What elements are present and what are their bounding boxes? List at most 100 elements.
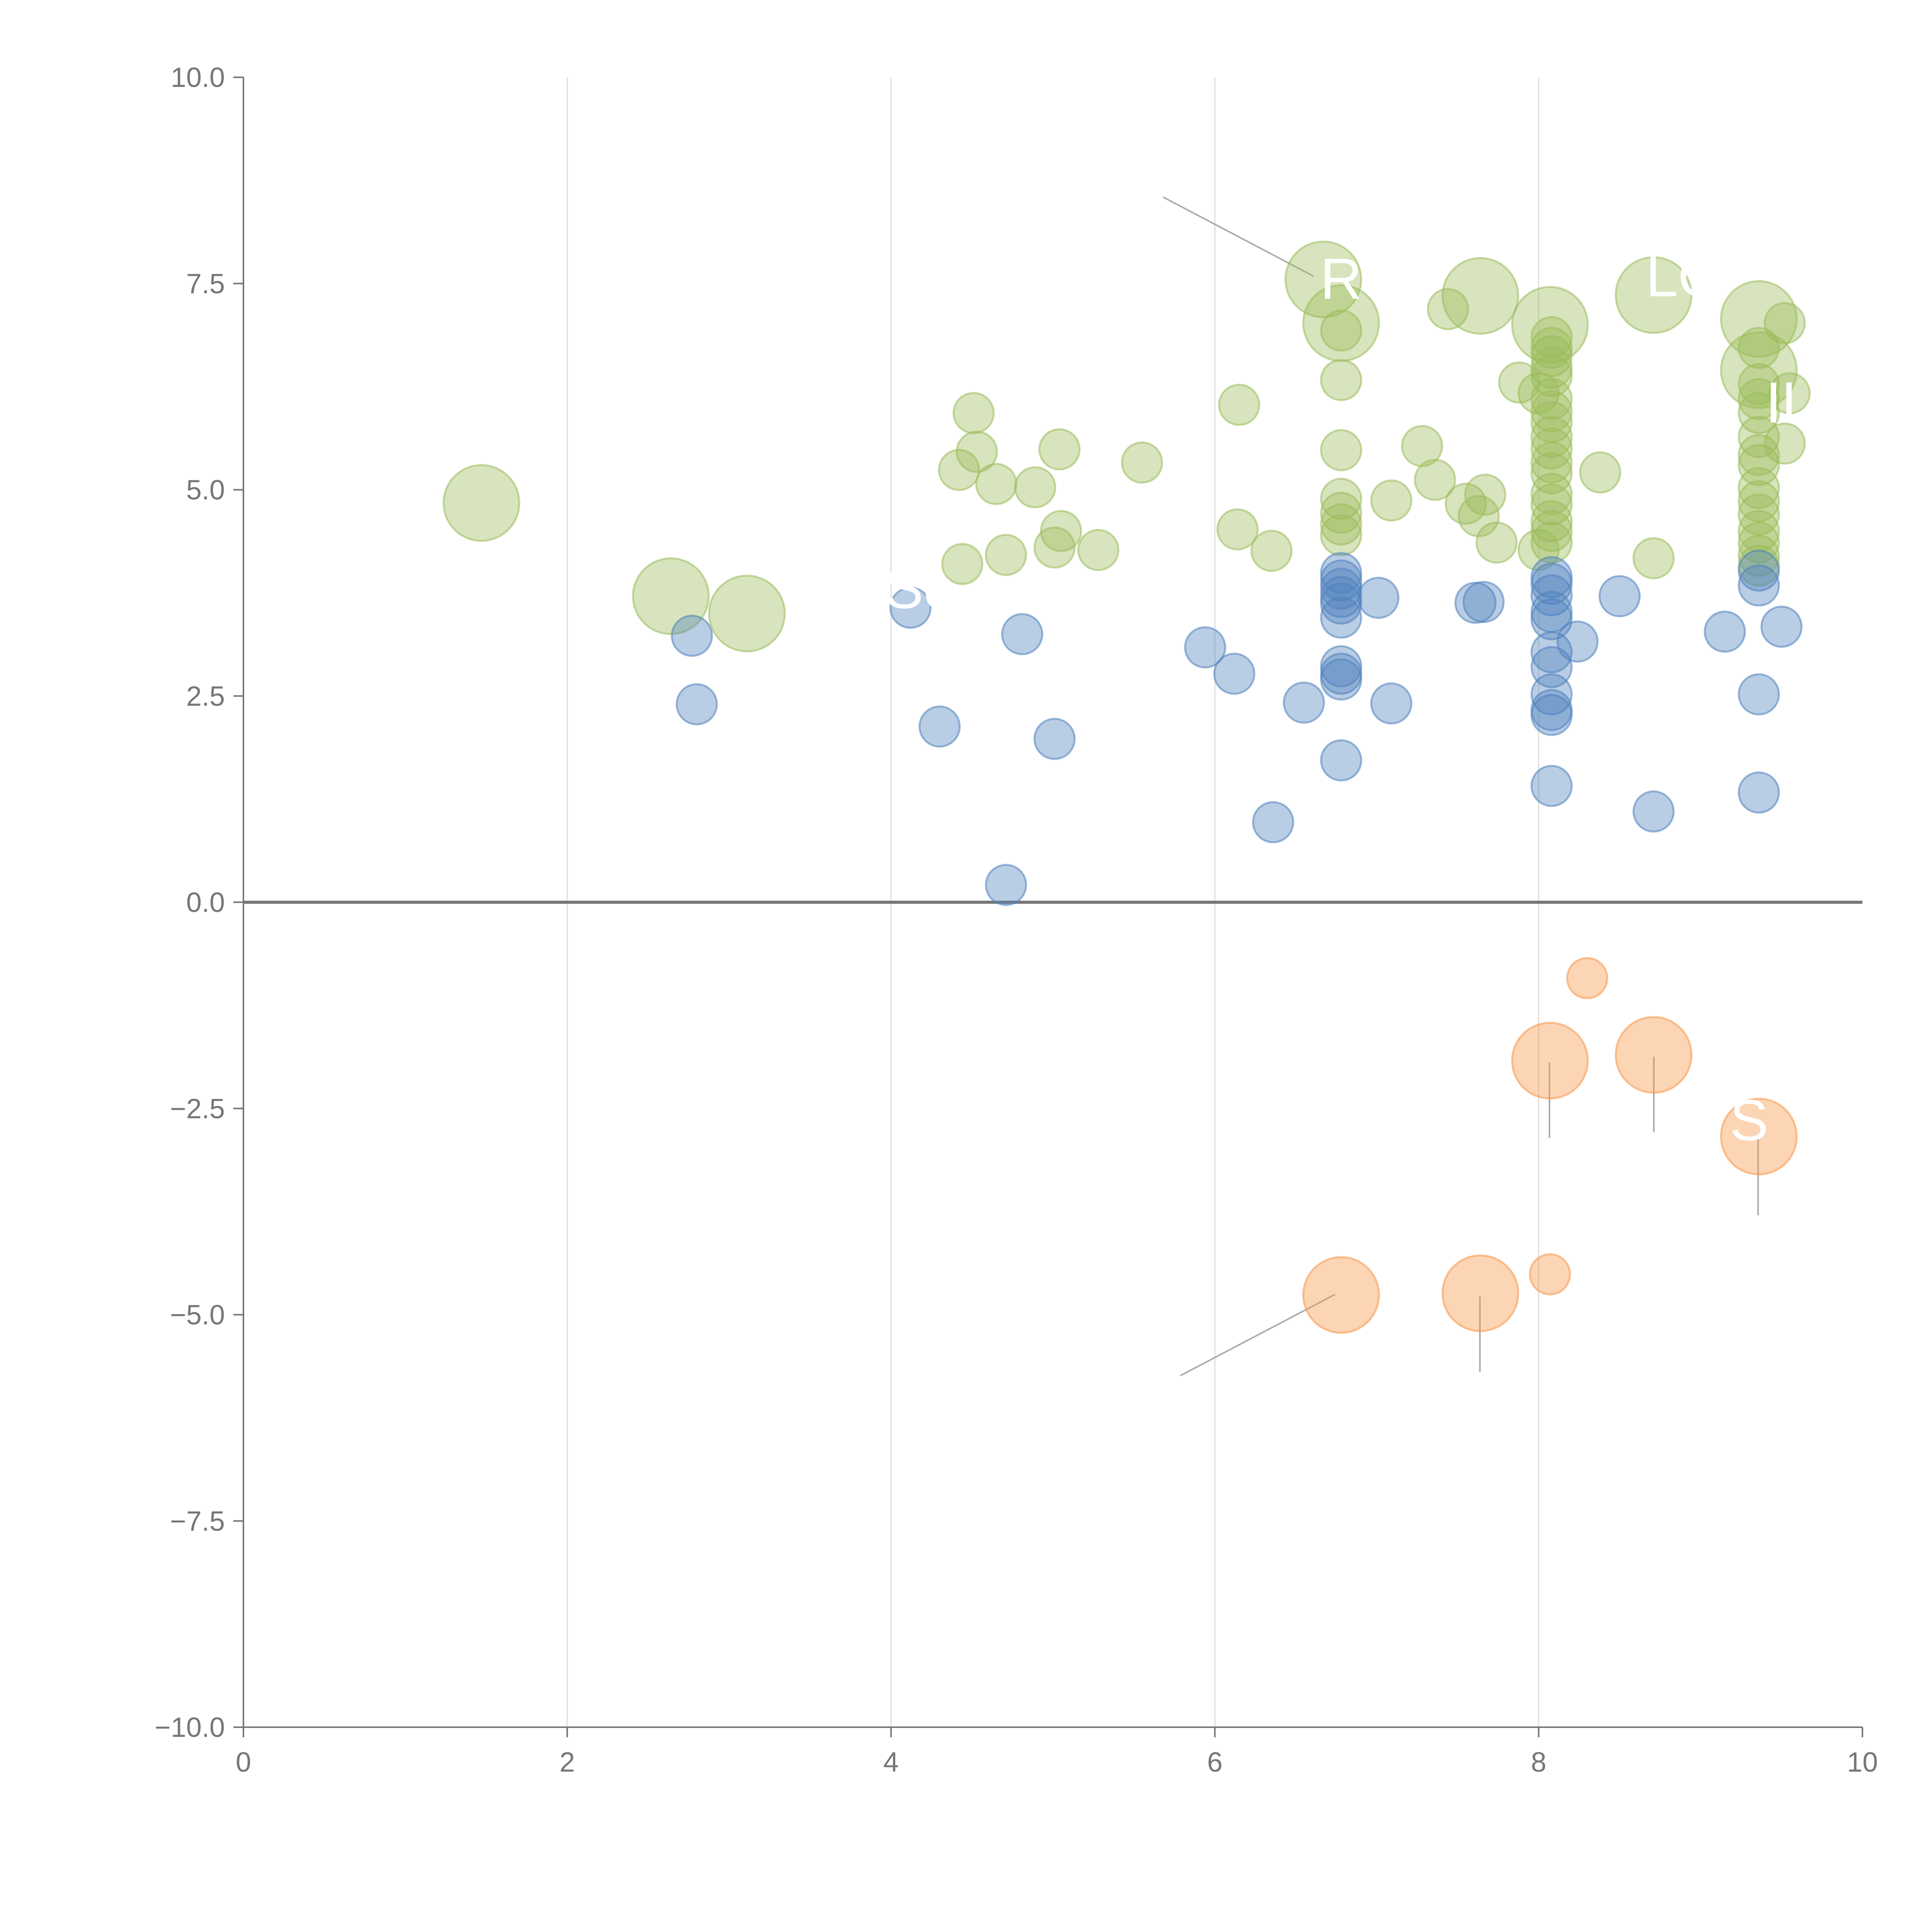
green-point xyxy=(1738,434,1780,476)
blue-point xyxy=(889,587,932,629)
blue-point xyxy=(1531,631,1573,673)
x-tick-label: 10 xyxy=(1847,1747,1878,1778)
green-point xyxy=(1218,384,1260,426)
blue-point xyxy=(985,864,1027,906)
green-point xyxy=(1284,240,1362,318)
annotation-label: LQ xyxy=(1646,244,1723,309)
annotation-label: IL xyxy=(1765,370,1814,435)
blue-point xyxy=(671,614,713,657)
green-point xyxy=(1250,529,1293,572)
green-point xyxy=(1764,302,1806,344)
blue-point xyxy=(1531,694,1573,736)
green-point xyxy=(1033,526,1076,569)
leader-line xyxy=(1180,1294,1335,1376)
green-point xyxy=(938,449,980,491)
y-tick-label: −10.0 xyxy=(155,1712,225,1743)
x-tick-label: 6 xyxy=(1207,1747,1223,1778)
orange-point xyxy=(1614,1016,1692,1094)
green-point xyxy=(985,534,1027,576)
leader-line xyxy=(1282,276,1361,287)
green-point xyxy=(975,463,1017,505)
blue-point xyxy=(1357,577,1400,619)
blue-point xyxy=(1738,673,1780,716)
green-point xyxy=(1614,256,1692,334)
green-point xyxy=(1320,309,1362,352)
blue-point xyxy=(1320,658,1362,701)
y-tick-label: 7.5 xyxy=(186,269,225,299)
leader-line xyxy=(482,467,507,499)
axes: 10.0 7.5 5.0 2.5 0.0 −2.5 −5.0 −7.5 −10.0 0 2 4 6 8 10 xyxy=(155,62,1878,1778)
green-point xyxy=(1738,378,1780,420)
blue-point xyxy=(1599,575,1641,617)
orange-point xyxy=(1511,1022,1589,1100)
green-point xyxy=(708,575,786,653)
blue-point xyxy=(918,705,961,748)
blue-point xyxy=(1632,790,1675,833)
green-point xyxy=(1320,359,1362,401)
green-point xyxy=(1458,495,1500,537)
y-tick-label: 0.0 xyxy=(186,887,225,918)
blue-point xyxy=(1760,605,1803,648)
blue-point xyxy=(1252,801,1294,844)
leader-lines xyxy=(482,196,1770,1376)
green-point xyxy=(1738,327,1780,369)
y-tick-label: −5.0 xyxy=(170,1300,225,1331)
leader-line xyxy=(1661,287,1677,294)
x-tick-label: 8 xyxy=(1531,1747,1546,1778)
blue-point xyxy=(1531,574,1573,617)
blue-point xyxy=(1738,771,1780,814)
x-tick-label: 2 xyxy=(560,1747,575,1778)
green-point xyxy=(1441,257,1519,335)
y-tick-label: 2.5 xyxy=(186,681,225,712)
green-point xyxy=(1531,390,1573,433)
annotation-label: S xyxy=(1730,1088,1769,1153)
green-point xyxy=(1077,529,1119,571)
green-point xyxy=(952,392,995,434)
green-point xyxy=(1517,529,1560,571)
y-tick-label: 5.0 xyxy=(186,475,225,506)
blue-point xyxy=(1320,739,1362,782)
green-point xyxy=(1038,428,1081,471)
leader-line xyxy=(672,577,700,596)
annotation-label: So xyxy=(885,556,956,621)
green-point xyxy=(1320,514,1362,556)
green-point xyxy=(1302,284,1380,362)
green-point xyxy=(1401,425,1443,467)
orange-point xyxy=(1441,1254,1519,1332)
green-point xyxy=(1531,500,1573,543)
blue-point xyxy=(1704,611,1746,653)
green-point xyxy=(1764,422,1806,465)
green-point xyxy=(1320,478,1362,520)
green-point xyxy=(1216,508,1259,551)
green-point xyxy=(1444,483,1487,525)
green-point xyxy=(956,430,998,473)
green-point xyxy=(1738,534,1780,577)
x-tick-label: 0 xyxy=(236,1747,251,1778)
blue-point xyxy=(1033,718,1076,760)
green-point xyxy=(941,543,983,585)
green-point xyxy=(1475,521,1518,564)
x-tick-label: 4 xyxy=(883,1747,899,1778)
blue-point xyxy=(1320,582,1362,625)
green-point xyxy=(1768,372,1811,415)
data-points xyxy=(442,240,1811,1334)
green-point xyxy=(1427,288,1469,330)
blue-point xyxy=(675,683,718,726)
blue-point xyxy=(1213,653,1255,695)
blue-point xyxy=(1738,564,1780,607)
green-point xyxy=(1531,355,1573,397)
blue-point xyxy=(1556,620,1599,663)
green-point xyxy=(1531,378,1573,420)
annotation-label: R xyxy=(1320,246,1362,311)
green-point xyxy=(1014,466,1056,509)
green-point xyxy=(442,464,520,542)
y-tick-label: −7.5 xyxy=(170,1506,225,1537)
green-point xyxy=(1738,392,1780,434)
blue-point xyxy=(1531,765,1573,807)
green-point xyxy=(1531,416,1573,458)
green-point xyxy=(1632,537,1675,580)
annotations: R LQ IL So S xyxy=(885,244,1814,1153)
orange-point xyxy=(1720,1097,1798,1175)
green-point xyxy=(1320,503,1362,546)
blue-point xyxy=(1282,681,1325,724)
